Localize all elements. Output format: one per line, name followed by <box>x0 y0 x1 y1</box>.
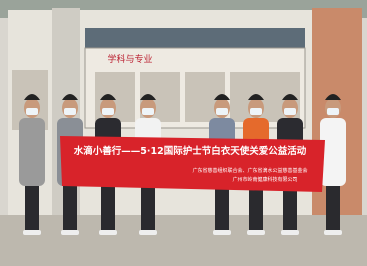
person-part <box>142 108 154 115</box>
sign-board <box>85 28 305 48</box>
ground <box>0 215 367 266</box>
person-part <box>324 230 342 235</box>
person-part <box>23 230 41 235</box>
person-part <box>63 180 77 232</box>
person-part <box>327 108 339 115</box>
person-part <box>64 108 76 115</box>
banner-line: 广州市岭南健康科技有限公司 <box>232 176 297 183</box>
person-part <box>61 230 79 235</box>
person-part <box>326 180 340 232</box>
banner-line: 广东省慈善组织联合会、广东省滴水公益慈善基金会 <box>192 167 307 174</box>
person-part <box>139 230 157 235</box>
person-part <box>26 108 38 115</box>
person-part <box>216 108 228 115</box>
banner-title: 水滴小善行——5·12国际护士节白衣天使关爱公益活动 <box>74 145 307 157</box>
person-part <box>102 108 114 115</box>
person-part <box>250 108 262 115</box>
person-part <box>25 180 39 232</box>
person-part <box>213 230 231 235</box>
person-part <box>99 230 117 235</box>
person-part <box>19 118 45 186</box>
photo: 学科与专业 水滴小善行——5·12国际护士节白衣天使关爱公益活动 广东省慈善组织… <box>0 0 367 266</box>
banner <box>60 136 325 192</box>
person-part <box>247 230 265 235</box>
person-part <box>281 230 299 235</box>
person-part <box>101 180 115 232</box>
sign-text: 学科与专业 <box>107 53 152 65</box>
person-part <box>284 108 296 115</box>
